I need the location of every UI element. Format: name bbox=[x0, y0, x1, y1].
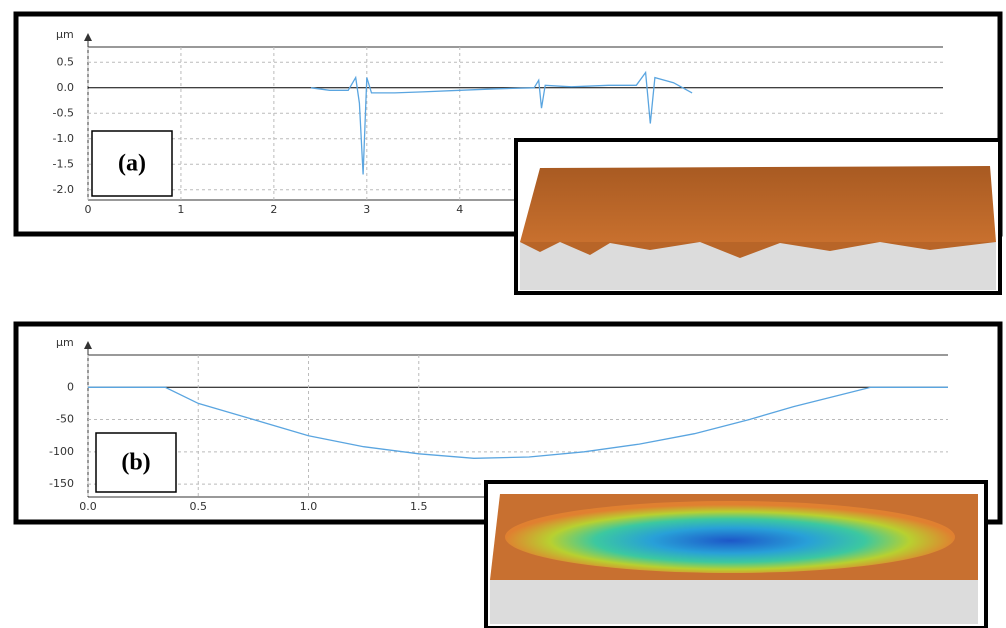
x-tick-label: 4 bbox=[456, 203, 463, 216]
axis-arrow bbox=[84, 33, 92, 41]
x-tick-label: 1 bbox=[177, 203, 184, 216]
y-tick-label: -2.0 bbox=[53, 183, 74, 196]
x-tick-label: 3 bbox=[363, 203, 370, 216]
inset-3d bbox=[516, 140, 1000, 293]
panel-label: (b) bbox=[121, 450, 150, 476]
x-tick-label: 0.0 bbox=[79, 500, 97, 513]
x-tick-label: 0 bbox=[85, 203, 92, 216]
y-tick-label: 0.5 bbox=[57, 55, 75, 68]
y-tick-label: -150 bbox=[49, 477, 74, 490]
x-tick-label: 2 bbox=[270, 203, 277, 216]
y-axis-label: μm bbox=[56, 28, 74, 41]
inset-3d bbox=[486, 482, 986, 628]
panel-label: (a) bbox=[118, 151, 146, 177]
y-tick-label: -100 bbox=[49, 445, 74, 458]
y-tick-label: 0.0 bbox=[57, 81, 75, 94]
y-tick-label: -1.5 bbox=[53, 157, 74, 170]
figure: μm 0.5 0.0 -0.5 -1.0 -1.5 -2.0 0 1 2 3 4 μm 0 -50 -100 -… bbox=[0, 0, 1006, 628]
x-tick-label: 1.5 bbox=[410, 500, 428, 513]
line-series bbox=[88, 387, 948, 458]
axis-arrow bbox=[84, 341, 92, 349]
x-tick-label: 0.5 bbox=[190, 500, 208, 513]
y-tick-label: 0 bbox=[67, 380, 74, 393]
y-tick-label: -50 bbox=[56, 413, 74, 426]
y-axis-label: μm bbox=[56, 336, 74, 349]
y-tick-label: -0.5 bbox=[53, 106, 74, 119]
y-tick-label: -1.0 bbox=[53, 132, 74, 145]
x-tick-label: 1.0 bbox=[300, 500, 318, 513]
